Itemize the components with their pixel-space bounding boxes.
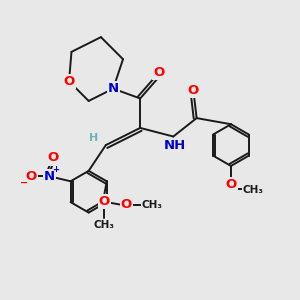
Text: N: N	[44, 170, 55, 183]
Text: O: O	[225, 178, 237, 191]
Text: NH: NH	[164, 139, 186, 152]
Text: CH₃: CH₃	[94, 220, 115, 230]
Text: N: N	[108, 82, 119, 95]
Text: O: O	[187, 84, 199, 97]
Text: O: O	[99, 195, 110, 208]
Text: O: O	[63, 75, 75, 88]
Text: O: O	[121, 198, 132, 211]
Text: O: O	[48, 152, 59, 164]
Text: O: O	[26, 170, 37, 183]
Text: +: +	[52, 165, 58, 174]
Text: −: −	[20, 178, 28, 188]
Text: O: O	[153, 66, 164, 79]
Text: H: H	[89, 133, 98, 143]
Text: CH₃: CH₃	[243, 185, 264, 195]
Text: CH₃: CH₃	[142, 200, 163, 210]
